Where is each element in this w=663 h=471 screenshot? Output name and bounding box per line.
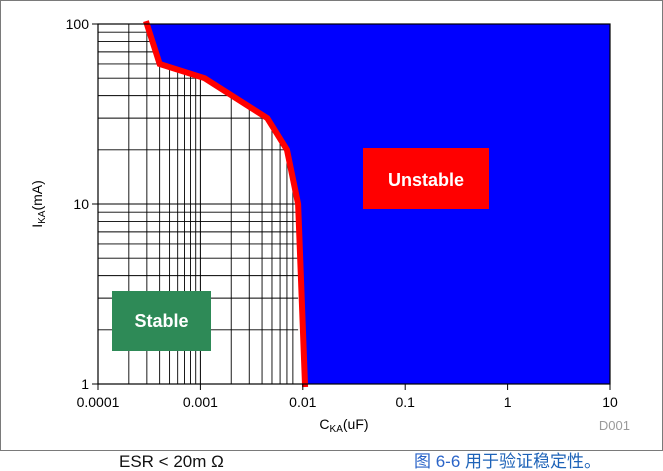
y-axis-label: IKA(mA) xyxy=(29,180,48,228)
figure-caption: 图 6-6 用于验证稳定性。 xyxy=(414,453,601,471)
x-tick-label: 1 xyxy=(504,394,512,410)
y-tick-label: 1 xyxy=(81,376,89,392)
x-tick-label: 10 xyxy=(602,394,618,410)
x-tick-label: 0.1 xyxy=(395,394,415,410)
caption-text: 用于验证稳定性。 xyxy=(460,452,602,471)
annotation-layer: Unstable Stable xyxy=(112,148,489,351)
axis-label-layer: CKA(uF)IKA(mA)D001 xyxy=(29,180,630,435)
y-axis-label-base: I xyxy=(29,224,45,228)
x-tick-label: 0.001 xyxy=(183,394,218,410)
y-tick-label: 10 xyxy=(73,196,89,212)
x-axis-label-suffix: (uF) xyxy=(343,416,369,432)
y-tick-label: 100 xyxy=(66,16,90,32)
source-id: D001 xyxy=(599,418,630,433)
unstable-label-box xyxy=(363,148,489,209)
y-axis-label-suffix: (mA) xyxy=(29,180,45,210)
boundary-line xyxy=(143,20,309,388)
stable-label-box xyxy=(112,291,211,351)
stable-label: Stable xyxy=(134,311,188,331)
esr-note: ESR < 20m Ω xyxy=(119,452,224,471)
x-axis-label-base: C xyxy=(319,416,329,432)
y-axis-label-subscript: KA xyxy=(37,210,48,224)
x-tick-label: 0.0001 xyxy=(77,394,120,410)
figure-reference: 图 6-6 xyxy=(414,452,461,471)
unstable-label: Unstable xyxy=(388,170,464,190)
x-axis-label: CKA(uF) xyxy=(319,416,368,435)
tick-layer: 0.0001 0.001 0.01 0.1 1 10 1 10 100 xyxy=(66,16,618,410)
x-tick-label: 0.01 xyxy=(289,394,316,410)
x-axis-label-subscript: KA xyxy=(330,424,344,435)
